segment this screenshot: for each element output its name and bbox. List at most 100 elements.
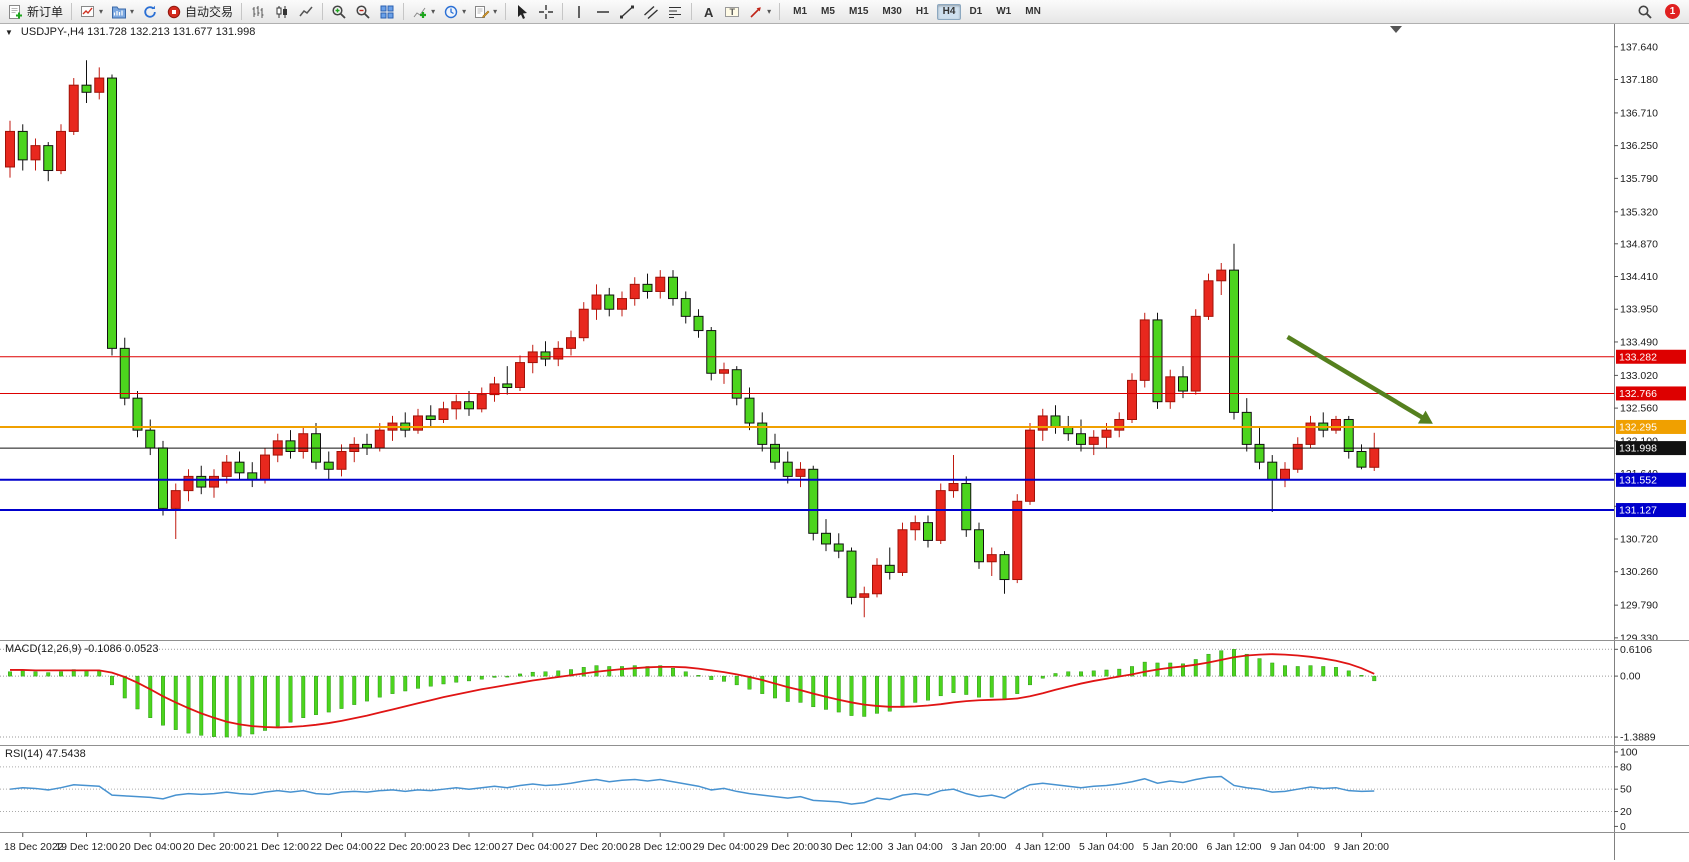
line-chart-mode-button[interactable] bbox=[294, 2, 318, 22]
candlestick-chart-icon bbox=[276, 5, 288, 18]
chart-shift-marker[interactable] bbox=[1390, 26, 1402, 33]
price-tag[interactable]: 131.552 bbox=[1616, 472, 1686, 487]
toolbar: 新订单 ▾ ▾ 自 bbox=[0, 0, 1689, 24]
candle bbox=[923, 522, 933, 541]
candle bbox=[285, 440, 296, 453]
time-axis-panel: 18 Dec 2022 19 Dec 12:00 20 Dec 04:00 20 De… bbox=[0, 833, 1689, 860]
time-axis-label: 4 Jan 12:00 bbox=[1015, 841, 1070, 853]
channel-tool-button[interactable] bbox=[639, 2, 663, 22]
price-tag[interactable]: 132.766 bbox=[1616, 386, 1686, 401]
text-tool-button[interactable]: A bbox=[696, 2, 720, 22]
timeframe-button-m30[interactable]: M30 bbox=[882, 5, 902, 17]
period-button[interactable]: ▾ bbox=[439, 2, 470, 22]
crosshair-tool-button[interactable] bbox=[534, 2, 558, 22]
chevron-down-icon: ▾ bbox=[431, 6, 436, 16]
candle bbox=[1305, 422, 1316, 445]
notification-badge[interactable]: 1 bbox=[1665, 4, 1680, 19]
cursor-tool-button[interactable] bbox=[510, 2, 534, 22]
candle bbox=[438, 408, 449, 420]
timeframe-button-m1[interactable]: M1 bbox=[793, 5, 808, 17]
timeframe-button-d1[interactable]: D1 bbox=[969, 5, 983, 17]
trend-arrow-annotation[interactable] bbox=[1286, 335, 1427, 422]
candle bbox=[910, 522, 921, 531]
refresh-button[interactable] bbox=[138, 2, 162, 22]
time-axis-label: 27 Dec 04:00 bbox=[502, 841, 565, 853]
price-tag[interactable]: 131.998 bbox=[1616, 441, 1686, 456]
tile-windows-button[interactable] bbox=[375, 2, 399, 22]
svg-text:133.282: 133.282 bbox=[1619, 351, 1657, 363]
one-click-trading-toggle-icon[interactable]: ▼ bbox=[5, 27, 13, 37]
price-axis[interactable]: 137.640 137.180 136.710 136.250 135.790 135.3… bbox=[1614, 41, 1658, 640]
candle bbox=[81, 84, 92, 93]
candle bbox=[260, 454, 270, 481]
candle bbox=[872, 564, 882, 595]
price-axis-label: 130.260 bbox=[1620, 566, 1658, 578]
timeframe-button-h4[interactable]: H4 bbox=[936, 3, 962, 20]
candle bbox=[1088, 436, 1099, 445]
toolbar-separator bbox=[562, 3, 564, 20]
rsi-canvas[interactable]: 100 80 50 20 0 bbox=[0, 746, 1689, 832]
templates-button[interactable]: ▾ bbox=[470, 2, 501, 22]
zoom-out-button[interactable] bbox=[351, 2, 375, 22]
candle bbox=[1025, 429, 1035, 502]
vertical-line-tool-button[interactable] bbox=[567, 2, 591, 22]
timeframe-button-m5[interactable]: M5 bbox=[821, 5, 835, 17]
price-axis-label: 133.950 bbox=[1620, 304, 1658, 316]
candle bbox=[132, 397, 143, 431]
timeframe-button-w1[interactable]: W1 bbox=[996, 5, 1012, 17]
time-axis-label: 6 Jan 12:00 bbox=[1207, 841, 1262, 853]
candle bbox=[209, 475, 219, 488]
candle bbox=[1139, 319, 1150, 381]
chevron-down-icon: ▾ bbox=[130, 6, 135, 16]
timeframe-button-m15[interactable]: M15 bbox=[848, 5, 869, 17]
autotrading-button[interactable]: 自动交易 bbox=[162, 2, 237, 22]
vertical-line-icon bbox=[578, 5, 580, 18]
candle bbox=[68, 84, 79, 132]
svg-text:131.127: 131.127 bbox=[1619, 505, 1657, 517]
cursor-arrow-icon bbox=[518, 4, 528, 19]
bar-chart-mode-button[interactable] bbox=[246, 2, 270, 22]
candle bbox=[1152, 319, 1163, 403]
time-axis-label: 23 Dec 12:00 bbox=[438, 841, 501, 853]
chart-ohlc-title: ▼ USDJPY-,H4 131.728 132.213 131.677 131… bbox=[5, 26, 255, 39]
candle bbox=[1127, 379, 1137, 420]
candle bbox=[323, 461, 334, 470]
time-axis-label: 19 Dec 12:00 bbox=[55, 841, 118, 853]
profiles-button[interactable]: ▾ bbox=[107, 2, 138, 22]
horizontal-line-tool-button[interactable] bbox=[591, 2, 615, 22]
trendline-tool-button[interactable] bbox=[615, 2, 639, 22]
candle bbox=[591, 294, 602, 310]
time-axis-label: 18 Dec 2022 bbox=[4, 841, 64, 853]
search-button[interactable] bbox=[1633, 2, 1657, 22]
arrows-tool-button[interactable]: ▾ bbox=[744, 2, 775, 22]
new-chart-button[interactable]: ▾ bbox=[76, 2, 107, 22]
indicators-button[interactable]: ▾ bbox=[408, 2, 439, 22]
new-order-button[interactable]: 新订单 bbox=[4, 2, 67, 22]
macd-canvas[interactable]: 0.6106 0.00 -1.3889 bbox=[0, 641, 1689, 745]
autotrading-icon bbox=[167, 5, 181, 18]
candle bbox=[1280, 468, 1290, 481]
price-tag[interactable]: 133.282 bbox=[1616, 349, 1686, 364]
price-axis-label: 129.790 bbox=[1620, 600, 1658, 612]
timeframe-button-mn[interactable]: MN bbox=[1025, 5, 1041, 17]
fibonacci-tool-button[interactable] bbox=[663, 2, 687, 22]
candle bbox=[119, 347, 130, 399]
trendline-icon bbox=[620, 5, 635, 18]
candle bbox=[986, 554, 997, 563]
timeframe-button-h1[interactable]: H1 bbox=[915, 5, 929, 17]
new-order-label: 新订单 bbox=[27, 4, 64, 19]
main-chart-canvas[interactable]: 137.640 137.180 136.710 136.250 135.790 135.3… bbox=[0, 24, 1689, 640]
toolbar-separator bbox=[779, 3, 781, 20]
price-tag[interactable]: 131.127 bbox=[1616, 503, 1686, 518]
rsi-axis-label: 50 bbox=[1620, 784, 1632, 796]
candle bbox=[1203, 280, 1214, 317]
toolbar-right: 1 bbox=[1633, 2, 1685, 22]
text-label-tool-button[interactable]: T bbox=[720, 2, 744, 22]
price-tag[interactable]: 132.295 bbox=[1616, 419, 1686, 434]
candlestick-mode-button[interactable] bbox=[270, 2, 294, 22]
candle bbox=[413, 415, 423, 431]
zoom-in-button[interactable] bbox=[327, 2, 351, 22]
candle bbox=[145, 429, 156, 449]
horizontal-levels-layer[interactable] bbox=[0, 356, 1614, 512]
